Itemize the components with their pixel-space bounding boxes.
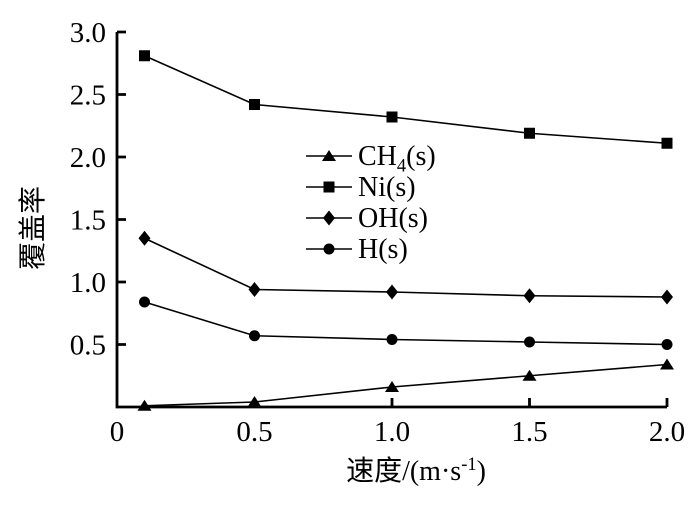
legend-marker-ohs (323, 210, 335, 226)
series-line-nis (144, 55, 668, 145)
legend-label-hs: H(s) (358, 234, 408, 265)
data-point-nis-0.5 (249, 99, 260, 110)
data-point-nis-2 (661, 137, 673, 149)
data-point-ohs-0.5 (248, 282, 261, 297)
data-point-chs-0.1 (137, 399, 152, 411)
series-line-hs (144, 301, 668, 346)
legend-label-nis: Ni(s) (358, 172, 416, 203)
y-tick-label-1.0: 1.0 (70, 267, 106, 299)
y-tick-label-2.5: 2.5 (70, 80, 106, 112)
data-point-hs-1 (386, 334, 398, 345)
data-point-hs-2 (661, 339, 673, 350)
x-tick-label-0.5: 0.5 (236, 416, 272, 448)
data-point-nis-0.1 (139, 50, 150, 62)
data-point-chs-1 (385, 381, 399, 392)
data-point-chs-1.5 (522, 369, 537, 381)
x-tick-label-0: 0 (110, 416, 125, 448)
x-axis-label: 速度/(m·s-1) (346, 454, 486, 487)
y-axis-label: 覆盖率 (17, 186, 49, 270)
legend-marker-chs (322, 150, 336, 161)
y-tick-label-2.0: 2.0 (70, 142, 106, 174)
x-tick-label-1.0: 1.0 (374, 416, 410, 448)
legend-label-ohs: OH(s) (358, 203, 428, 234)
data-point-ohs-1 (386, 284, 398, 300)
data-point-chs-2 (660, 358, 674, 370)
y-tick-label-0.5: 0.5 (70, 330, 106, 362)
data-point-hs-0.1 (139, 296, 150, 308)
legend-label-chs: CH4(s) (358, 141, 436, 176)
data-point-ohs-2 (661, 289, 673, 305)
legend-marker-nis (323, 181, 335, 193)
series-line-chs (144, 363, 668, 407)
data-point-hs-1.5 (524, 336, 535, 348)
data-point-hs-0.5 (249, 330, 260, 342)
x-tick-label-1.5: 1.5 (511, 416, 547, 448)
data-point-chs-0.5 (247, 396, 262, 407)
data-point-nis-1.5 (524, 127, 535, 139)
y-tick-label-1.5: 1.5 (70, 205, 106, 237)
data-point-ohs-1.5 (523, 288, 536, 304)
data-point-nis-1 (386, 111, 398, 123)
data-point-ohs-0.1 (138, 230, 151, 246)
x-tick-label-2.0: 2.0 (649, 416, 685, 448)
y-tick-label-3.0: 3.0 (70, 17, 106, 49)
legend-marker-hs (323, 243, 335, 255)
